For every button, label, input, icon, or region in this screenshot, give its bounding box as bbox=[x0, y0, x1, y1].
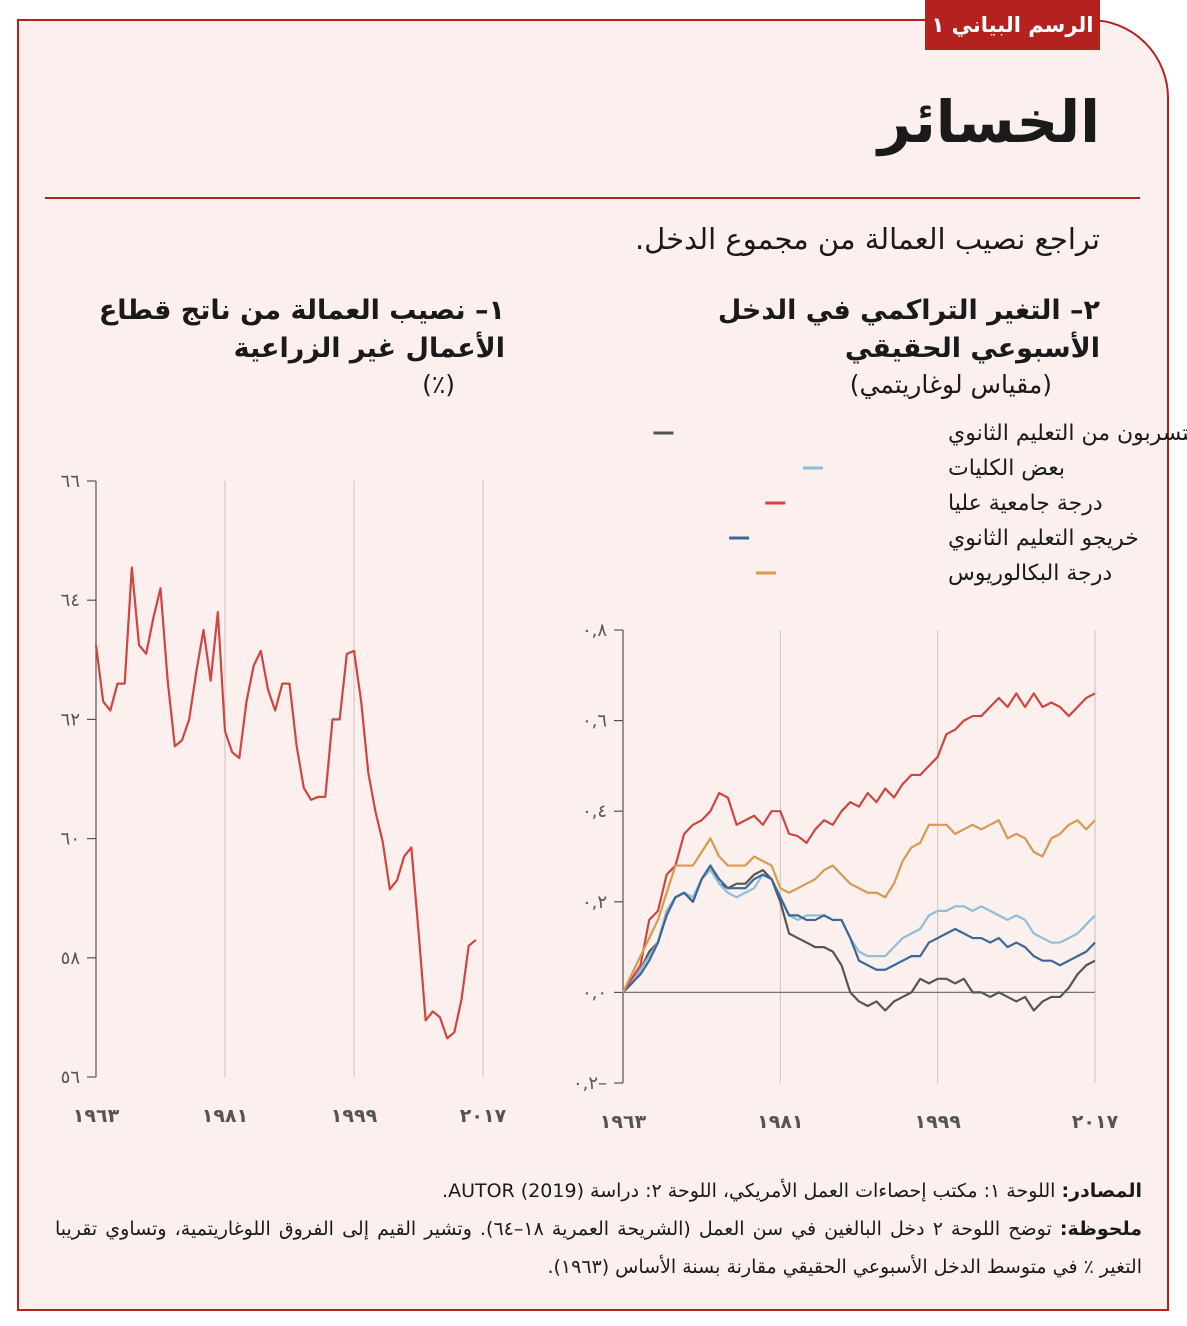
page-subtitle: تراجع نصيب العمالة من مجموع الدخل. bbox=[634, 222, 1100, 256]
y-tick-label: ٠,٢– bbox=[573, 1073, 607, 1094]
sources: المصادر: اللوحة ١: مكتب إحصاءات العمل ال… bbox=[55, 1172, 1142, 1210]
x-tick-label: ١٩٦٣ bbox=[73, 1105, 120, 1127]
notes: المصادر: اللوحة ١: مكتب إحصاءات العمل ال… bbox=[55, 1172, 1142, 1286]
frame bbox=[17, 19, 1169, 1311]
note: ملحوظة: توضح اللوحة ٢ دخل البالغين في سن… bbox=[55, 1210, 1142, 1286]
y-tick-label: ٦٢ bbox=[61, 709, 80, 730]
series-line bbox=[622, 819, 1096, 993]
y-tick-label: ٠,٨ bbox=[582, 620, 607, 641]
y-tick-label: ٦٦ bbox=[61, 471, 80, 492]
legend-label: خريجو التعليم الثانوي bbox=[948, 526, 1139, 551]
series-line bbox=[94, 566, 477, 1040]
note-label: ملحوظة: bbox=[1059, 1218, 1143, 1240]
x-tick-label: ٢٠١٧ bbox=[460, 1105, 507, 1127]
y-tick-label: ٠,٠ bbox=[582, 982, 607, 1003]
y-tick-label: ٦٤ bbox=[61, 590, 80, 611]
x-tick-label: ١٩٩٩ bbox=[914, 1111, 961, 1133]
y-tick-label: ٥٨ bbox=[61, 948, 81, 969]
note-text: توضح اللوحة ٢ دخل البالغين في سن العمل (… bbox=[55, 1218, 1142, 1278]
legend-label: بعض الكليات bbox=[948, 456, 1065, 481]
y-tick-label: ٦٠ bbox=[61, 829, 80, 850]
series-line bbox=[622, 692, 1096, 993]
sources-label: المصادر: bbox=[1061, 1180, 1142, 1202]
legend-label: درجة البكالوريوس bbox=[948, 561, 1112, 586]
legend-label: المتسربون من التعليم الثانوي bbox=[948, 421, 1187, 446]
x-tick-label: ١٩٦٣ bbox=[600, 1111, 647, 1133]
x-tick-label: ١٩٨١ bbox=[757, 1111, 803, 1133]
x-tick-label: ١٩٩٩ bbox=[331, 1105, 378, 1127]
sources-text: اللوحة ١: مكتب إحصاءات العمل الأمريكي، ا… bbox=[442, 1180, 1056, 1202]
page-title: الخسائر bbox=[877, 88, 1100, 156]
y-tick-label: ٠,٢ bbox=[582, 892, 607, 913]
y-tick-label: ٠,٤ bbox=[582, 801, 607, 822]
x-tick-label: ٢٠١٧ bbox=[1072, 1111, 1119, 1133]
chart-subtitle: (٪) bbox=[422, 370, 455, 399]
x-tick-label: ١٩٨١ bbox=[202, 1105, 248, 1127]
legend-label: درجة جامعية عليا bbox=[948, 491, 1103, 516]
chart-title: ١– نصيب العمالة من ناتج قطاع الأعمال غير… bbox=[98, 295, 505, 364]
figure-tag: الرسم البياني ١ bbox=[925, 0, 1100, 50]
chart-subtitle: (مقياس لوغاريتمي) bbox=[849, 370, 1052, 399]
series-line bbox=[622, 864, 1096, 994]
y-tick-label: ٠,٦ bbox=[582, 711, 607, 732]
chart-title: ٢– التغير التراكمي في الدخل الأسبوعي الح… bbox=[717, 295, 1100, 364]
y-tick-label: ٥٦ bbox=[61, 1067, 80, 1088]
